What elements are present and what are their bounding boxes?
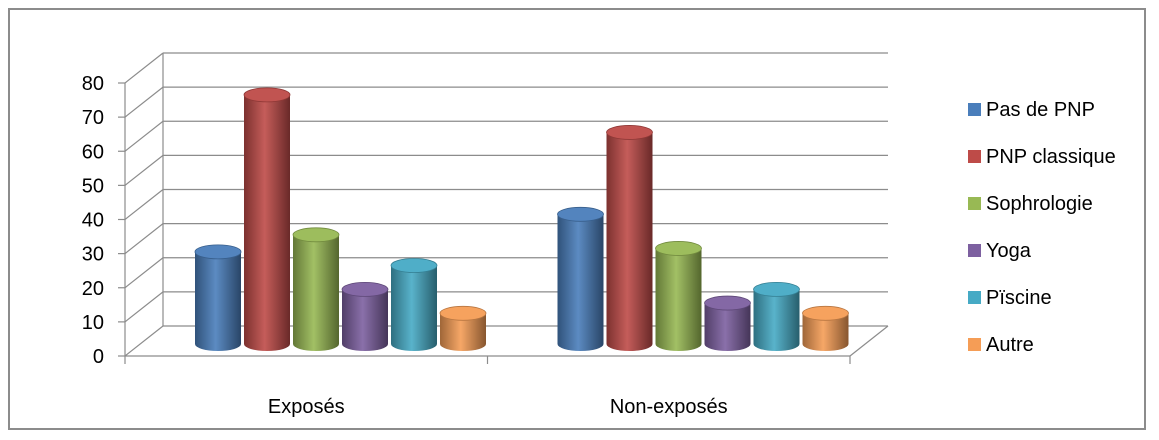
legend-label: Sophrologie bbox=[986, 193, 1093, 215]
side-grid-line bbox=[124, 52, 164, 84]
bar bbox=[802, 305, 849, 352]
bar bbox=[341, 281, 389, 351]
bar-body bbox=[391, 265, 437, 351]
bar-top bbox=[194, 244, 242, 260]
y-tick-label: 70 bbox=[82, 107, 104, 129]
bar-body bbox=[704, 303, 751, 352]
x-category-label: Non-exposés bbox=[610, 396, 728, 418]
y-tick-label: 80 bbox=[82, 73, 104, 95]
bar-top bbox=[439, 305, 487, 321]
bar-top bbox=[243, 87, 291, 103]
bar bbox=[655, 241, 702, 352]
bar-top bbox=[753, 281, 800, 297]
bar bbox=[439, 305, 487, 351]
legend-swatch bbox=[968, 291, 981, 304]
bar bbox=[243, 87, 291, 351]
bar bbox=[606, 125, 653, 352]
bar-layer bbox=[194, 87, 849, 352]
bar-body bbox=[293, 234, 339, 351]
legend-swatch bbox=[968, 338, 981, 351]
legend: Pas de PNP PNP classique Sophrologie Yoga Pï… bbox=[968, 99, 1116, 356]
y-tick-label: 50 bbox=[82, 175, 104, 197]
bar-top bbox=[606, 125, 653, 140]
legend-label: Yoga bbox=[986, 240, 1032, 262]
bar-body bbox=[655, 248, 702, 352]
side-grid-line bbox=[124, 86, 164, 118]
bar bbox=[292, 227, 340, 351]
bar-body bbox=[802, 313, 849, 352]
axis-layer: 0 10 20 30 40 50 60 70 80 Exposés Non-exposés bbox=[82, 73, 851, 418]
bar-body bbox=[606, 132, 653, 352]
bar-top bbox=[655, 241, 702, 256]
legend-swatch bbox=[968, 197, 981, 210]
x-category-label: Exposés bbox=[268, 396, 345, 418]
side-grid-line bbox=[124, 189, 164, 220]
bar bbox=[557, 206, 604, 352]
bar bbox=[390, 258, 438, 351]
legend-swatch bbox=[968, 150, 981, 163]
side-grid-line bbox=[124, 291, 164, 323]
bar-top bbox=[292, 227, 340, 243]
bar-top bbox=[802, 305, 849, 321]
bar-body bbox=[753, 289, 800, 352]
legend-swatch bbox=[968, 103, 981, 116]
side-grid-line bbox=[124, 223, 164, 255]
bar-top bbox=[557, 206, 604, 222]
legend-label: Autre bbox=[986, 334, 1034, 356]
y-tick-label: 10 bbox=[82, 312, 104, 334]
bar bbox=[194, 244, 242, 351]
bar-body bbox=[342, 289, 388, 351]
bar-body bbox=[244, 94, 290, 351]
side-grid-line bbox=[124, 325, 164, 357]
bar-body bbox=[195, 251, 241, 351]
bar-top bbox=[390, 258, 438, 273]
floor-right-edge bbox=[849, 325, 889, 357]
side-grid-line bbox=[124, 154, 164, 186]
bar-top bbox=[704, 295, 751, 311]
y-tick-label: 60 bbox=[82, 141, 104, 163]
bar-top bbox=[341, 281, 389, 297]
y-tick-label: 20 bbox=[82, 278, 104, 300]
legend-label: Pas de PNP bbox=[986, 99, 1095, 121]
bar-body bbox=[440, 313, 486, 351]
legend-label: Pïscine bbox=[986, 287, 1052, 309]
bar-body bbox=[557, 214, 604, 352]
legend-label: PNP classique bbox=[986, 146, 1116, 168]
side-grid-line bbox=[124, 257, 164, 289]
side-grid-line bbox=[124, 120, 164, 152]
y-tick-label: 0 bbox=[93, 346, 104, 368]
bar bbox=[704, 295, 751, 352]
y-tick-label: 40 bbox=[82, 210, 104, 232]
bar bbox=[753, 281, 800, 352]
legend-swatch bbox=[968, 244, 981, 257]
y-tick-label: 30 bbox=[82, 244, 104, 266]
